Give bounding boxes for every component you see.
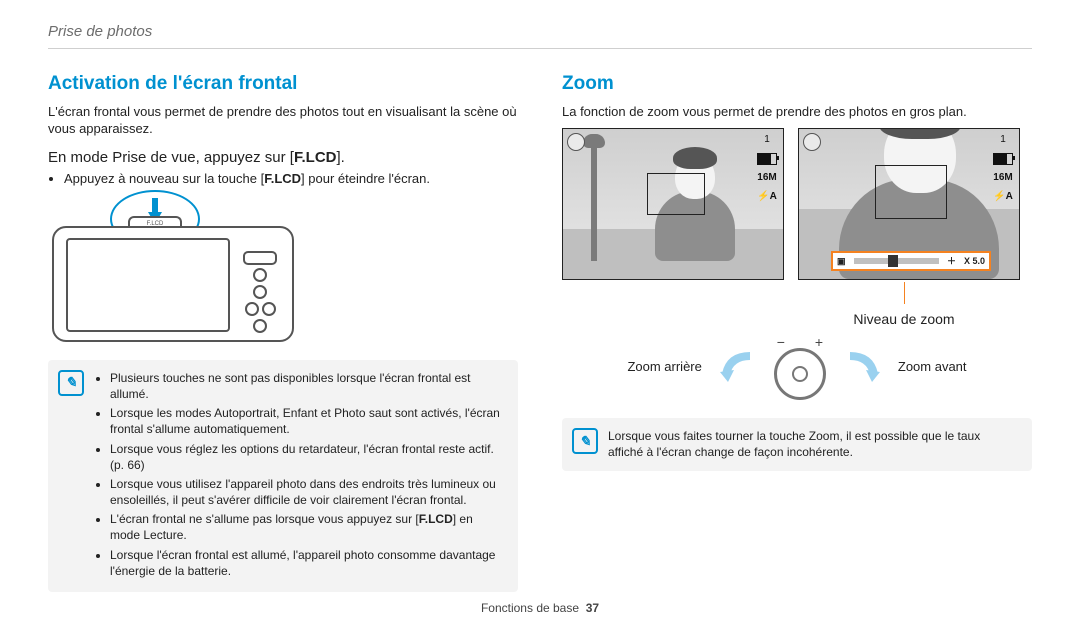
zoom-out-label: Zoom arrière [627, 358, 701, 376]
battery-icon [757, 153, 777, 165]
breadcrumb: Prise de photos [48, 22, 1032, 49]
sub-key: F.LCD [264, 171, 301, 186]
note-item: L'écran frontal ne s'allume pas lorsque … [110, 511, 504, 543]
status-icons: 1 16M ⚡A [991, 133, 1015, 204]
footer-section: Fonctions de base [481, 601, 579, 615]
camera-illustration [48, 198, 308, 348]
heading-front-lcd: Activation de l'écran frontal [48, 71, 518, 97]
section-zoom: Zoom La fonction de zoom vous permet de … [562, 71, 1032, 592]
zoom-value: X 5.0 [960, 255, 989, 267]
zoom-in-label: Zoom avant [898, 358, 967, 376]
camera-button-cluster [240, 248, 280, 336]
lcd-zoom-out: 1 16M ⚡A [562, 128, 784, 280]
footer-page-number: 37 [586, 601, 599, 615]
page-footer: Fonctions de base 37 [0, 600, 1080, 616]
lead-pre: En mode Prise de vue, appuyez sur [ [48, 149, 294, 166]
note-box-front-lcd: ✎ Plusieurs touches ne sont pas disponib… [48, 360, 518, 592]
focus-frame [647, 173, 705, 215]
instruction-lead: En mode Prise de vue, appuyez sur [F.LCD… [48, 148, 518, 168]
shots-remaining: 1 [764, 133, 770, 147]
motion-arrow-left-icon [720, 352, 756, 382]
sub-pre: Appuyez à nouveau sur la touche [ [64, 171, 264, 186]
heading-zoom: Zoom [562, 71, 1032, 97]
camera-body [52, 226, 294, 342]
sub-post: ] pour éteindre l'écran. [301, 171, 430, 186]
intro-zoom: La fonction de zoom vous permet de prend… [562, 103, 1032, 121]
note-icon: ✎ [572, 428, 598, 454]
resolution-label: 16M [757, 171, 776, 185]
status-icons: 1 16M ⚡A [755, 133, 779, 204]
lamp-icon [591, 146, 597, 261]
focus-frame [875, 165, 947, 219]
flash-label: ⚡A [757, 190, 777, 204]
lead-key: F.LCD [294, 149, 337, 166]
camera-rear-lcd [66, 238, 230, 332]
note-text: Lorsque vous faites tourner la touche Zo… [608, 428, 1018, 460]
note-item: Plusieurs touches ne sont pas disponible… [110, 370, 504, 402]
minus-icon: − [777, 333, 785, 352]
lead-post: ]. [336, 149, 344, 166]
zoom-wheel-icon [774, 348, 826, 400]
note-list: Plusieurs touches ne sont pas disponible… [94, 370, 504, 582]
instruction-sublist: Appuyez à nouveau sur la touche [F.LCD] … [48, 170, 518, 188]
battery-icon [993, 153, 1013, 165]
zoom-level-callout: Niveau de zoom [824, 282, 984, 329]
note-icon: ✎ [58, 370, 84, 396]
zoom-level-label: Niveau de zoom [824, 310, 984, 329]
zoom-screens: 1 16M ⚡A [562, 128, 1032, 280]
note-item: Lorsque vous réglez les options du retar… [110, 441, 504, 473]
note-item: Lorsque les modes Autoportrait, Enfant e… [110, 405, 504, 437]
zoom-slider: ▣ ＋ X 5.0 [831, 251, 991, 271]
intro-front-lcd: L'écran frontal vous permet de prendre d… [48, 103, 518, 138]
plus-icon: + [815, 333, 823, 352]
motion-arrow-right-icon [844, 352, 880, 382]
section-front-lcd: Activation de l'écran frontal L'écran fr… [48, 71, 518, 592]
note-box-zoom: ✎ Lorsque vous faites tourner la touche … [562, 418, 1032, 470]
note-item: Lorsque l'écran frontal est allumé, l'ap… [110, 547, 504, 579]
resolution-label: 16M [993, 171, 1012, 185]
zoom-control-diagram: Zoom arrière − + Zoom avant [562, 333, 1032, 400]
lcd-zoom-in: 1 16M ⚡A ▣ ＋ X 5.0 [798, 128, 1020, 280]
flash-label: ⚡A [993, 190, 1013, 204]
shots-remaining: 1 [1000, 133, 1006, 147]
note-item: Lorsque vous utilisez l'appareil photo d… [110, 476, 504, 508]
